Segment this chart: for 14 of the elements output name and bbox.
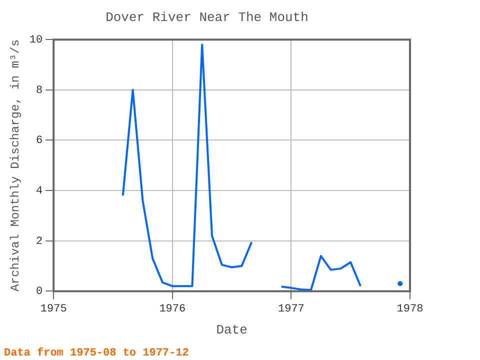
y-tick-label: 8	[36, 84, 43, 97]
y-tick-label: 6	[36, 135, 43, 148]
x-tick-label: 1977	[278, 304, 304, 316]
chart-title: Dover River Near The Mouth	[106, 10, 308, 26]
y-tick-label: 2	[36, 236, 43, 248]
y-axis-title: Archival Monthly Discharge, in m³/s	[8, 39, 22, 292]
y-tick-label: 0	[36, 286, 43, 298]
x-tick-label: 1975	[40, 304, 67, 316]
x-axis-title: Date	[216, 322, 248, 338]
text: Data from 1975-08 to 1977-12	[4, 346, 189, 360]
x-tick-label: 1976	[159, 304, 186, 316]
y-tick-label: 4	[36, 185, 43, 198]
x-tick-label: 1978	[396, 304, 424, 316]
y-tick-label: 10	[29, 34, 43, 47]
